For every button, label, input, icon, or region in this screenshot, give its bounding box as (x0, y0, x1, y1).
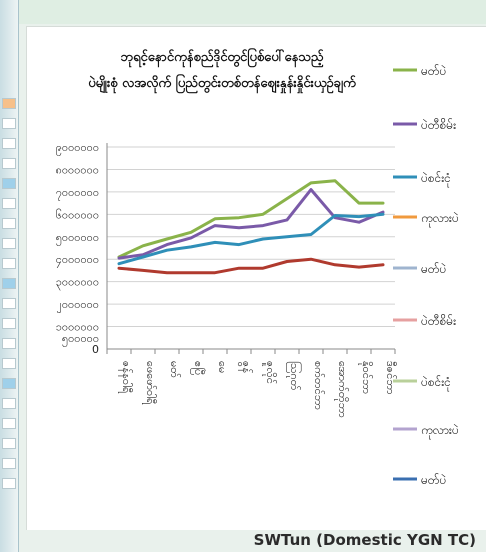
strip-cell (2, 378, 16, 389)
y-tick-labels: ၉၀၀၀၀၀၀၈၀၀၀၀၀၀၇၀၀၀၀၀၀၆၀၀၀၀၀၀၅၀၀၀၀၀၀၄၀၀၀၀… (56, 141, 99, 356)
x-tick-label: ဖေဖော်ဝါရီ (142, 361, 157, 405)
legend-label: ပဲတီစိမ်း (421, 313, 456, 328)
chart-title-line2: ပဲမျိုးစုံ လအလိုက် ပြည်တွင်းတစ်တန်ဈေးနှု… (88, 73, 356, 94)
gridlines (107, 146, 395, 328)
strip-cell (2, 398, 16, 409)
x-tick-label: ဇန်နဝါရီ (118, 361, 133, 394)
strip-cell (2, 198, 16, 209)
top-band (0, 0, 486, 24)
strip-cell (2, 238, 16, 249)
y-tick-label: ၈၀၀၀၀၀၀ (56, 163, 99, 176)
series-line-0 (117, 179, 385, 259)
legend-label: ပဲစင်းငုံ (421, 170, 451, 188)
strip-cell (2, 338, 16, 349)
strip-cell (2, 298, 16, 309)
legend-label: ပဲစင်းငုံ (421, 374, 451, 392)
left-data-strip (0, 0, 19, 552)
x-tick-label: ဒီဇင်ဘာ (384, 361, 397, 395)
footer-credit: SWTun (Domestic YGN TC) (253, 531, 476, 549)
x-tick-label: ဧပြီ (190, 361, 205, 375)
x-tick-label: ဇူလိုင် (262, 361, 277, 384)
strip-cell (2, 138, 16, 149)
strip-cell (2, 278, 16, 289)
strip-cell (2, 358, 16, 369)
legend-label: မတ်ပဲ (421, 261, 446, 276)
x-tick-label: မတ် (168, 361, 181, 378)
series-lines (117, 179, 385, 275)
line-chart: ဘုရင့်နောင်ကုန်စည်ဒိုင်တွင်ပြစ်ပေါ်နေသည့… (56, 47, 459, 487)
strip-cell (2, 438, 16, 449)
strip-cell (2, 218, 16, 229)
y-tick-label: ၄၀၀၀၀၀၀ (56, 253, 99, 268)
series-line-3 (117, 257, 385, 275)
chart-card: ဘုရင့်နောင်ကုန်စည်ဒိုင်တွင်ပြစ်ပေါ်နေသည့… (26, 26, 486, 530)
legend-label: မတ်ပဲ (421, 63, 446, 78)
strip-cell (2, 158, 16, 169)
x-tick-label: အောက်တိုဘာ (334, 361, 349, 418)
x-tick-label: မေ (216, 361, 229, 373)
strip-cell (2, 478, 16, 489)
x-tick-labels: ဇန်နဝါရီ ဖေဖော်ဝါရီ မတ် ဧပြီ မေ ဇွန် ဇူလိုင် ဩဂ… (118, 361, 397, 418)
legend-label: ပဲတီစိမ်း (421, 117, 456, 132)
y-tick-label: ၅၀၀၀၀၀၀ (56, 231, 99, 246)
axes (106, 143, 396, 354)
y-tick-label: ၇၀၀၀၀၀၀ (56, 186, 99, 201)
y-tick-label: ၅၀၀၀၀၀ (62, 332, 99, 347)
strip-cell (2, 178, 16, 189)
y-tick-label: ၉၀၀၀၀၀၀ (56, 141, 99, 156)
strip-cell (2, 458, 16, 469)
legend-label: ကုလားပဲ (421, 210, 459, 228)
x-tick-label: နိုဝင်ဘာ (358, 361, 373, 394)
strip-cell (2, 418, 16, 429)
y-tick-label: ၁၀၀၀၀၀၀ (56, 321, 99, 334)
legend: မတ်ပဲပဲတီစိမ်းပဲစင်းငုံကုလားပဲမတ်ပဲပဲတီစ… (393, 63, 459, 487)
strip-cell (2, 318, 16, 329)
y-tick-label: ၆၀၀၀၀၀၀ (56, 208, 99, 221)
legend-label: ကုလားပဲ (421, 422, 459, 440)
chart-title-line1: ဘုရင့်နောင်ကုန်စည်ဒိုင်တွင်ပြစ်ပေါ်နေသည့… (121, 47, 324, 68)
strip-cell (2, 258, 16, 269)
x-tick-label: စက်တင်ဘာ (312, 361, 325, 410)
y-tick-label: ၃၀၀၀၀၀၀ (56, 276, 99, 291)
y-tick-label: 0 (92, 343, 99, 356)
strip-cell (2, 118, 16, 129)
x-tick-label: ဩဂုတ် (286, 361, 302, 391)
chart-title-group: ဘုရင့်နောင်ကုန်စည်ဒိုင်တွင်ပြစ်ပေါ်နေသည့… (88, 47, 356, 94)
strip-cell (2, 98, 16, 109)
series-line-1 (117, 188, 385, 260)
y-tick-label: ၂၀၀၀၀၀၀ (56, 298, 99, 313)
series-line-2 (117, 212, 385, 266)
legend-label: မတ်ပဲ (421, 472, 446, 487)
x-tick-label: ဇွန် (238, 361, 253, 373)
